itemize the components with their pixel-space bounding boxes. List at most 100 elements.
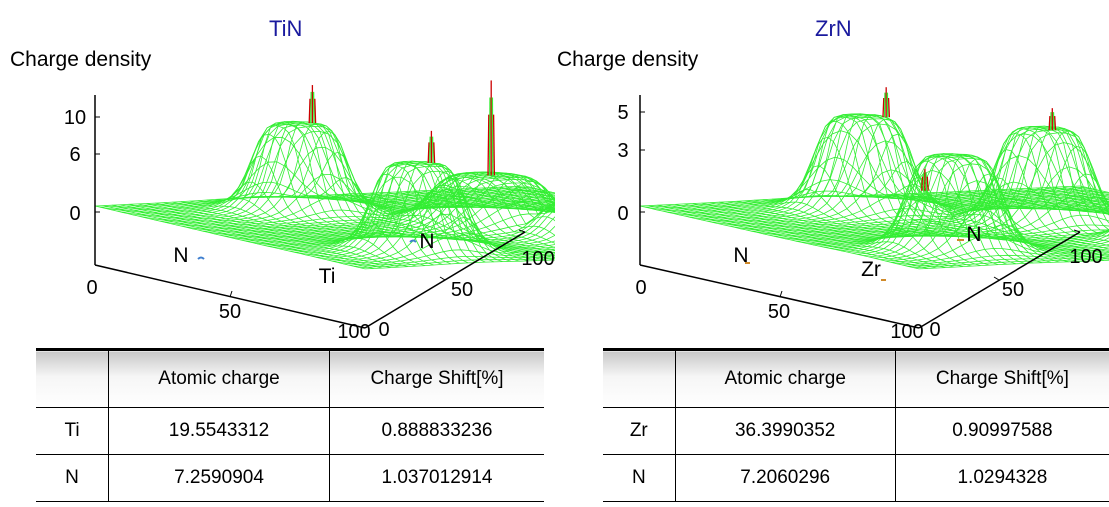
tin-atom-label-ti: Ti [319,265,336,288]
mesh-line [354,255,555,267]
mesh-line [657,204,937,269]
mesh-line [891,234,1109,263]
mesh-line [344,173,555,236]
zrn-title: ZrN [815,16,852,41]
mesh-line [507,186,555,199]
mesh-line [395,175,555,209]
table-header-cell: Charge Shift[%] [894,348,1109,408]
mesh-line [292,177,555,259]
mesh-line [859,184,1109,253]
mesh-line [359,258,555,268]
tin-x-tick-0: 0 [86,277,97,299]
tin-z-label: Charge density [10,48,152,71]
table-row: N 7.2060296 1.0294328 [603,454,1109,502]
table-header-cell: Atomic charge [674,348,896,408]
mesh-line [232,122,503,262]
peak-spike [314,98,317,124]
zrn-surface-plot: 5 3 0 0 50 100 0 50 100 N N Zr [617,87,1109,343]
tin-x-tick-50: 50 [219,301,241,323]
table-header-cell: Atomic charge [108,348,330,408]
mesh-line [710,160,990,266]
mesh-line [727,153,1008,265]
zrn-y-tick-50: 50 [1002,279,1024,301]
tin-x-tick-100: 100 [337,321,370,343]
tin-z-tick-10: 10 [64,107,86,129]
mesh-line [886,132,1109,242]
mesh-line [1035,187,1109,205]
zrn-peak-spikes [882,87,1057,191]
peak-spike [926,176,929,191]
mesh-line [155,202,426,266]
zrn-surface-mesh [639,113,1109,270]
mesh-line [648,205,928,269]
mesh-line [1018,188,1109,210]
mesh-line [215,133,486,263]
table-cell-element: N [603,454,676,502]
mesh-line [335,175,555,244]
mesh-line [947,145,1109,215]
mesh-line [464,188,555,210]
tin-marker-n2 [409,239,417,243]
peak-spike [1048,116,1051,131]
mesh-line [249,120,520,262]
zrn-atom-label-zr: Zr [861,258,881,281]
mesh-line [129,203,400,268]
peak-spike [427,142,430,163]
mesh-line [137,203,409,267]
mesh-line [94,205,366,270]
tin-atom-label-n2: N [419,230,434,253]
tin-peak-spikes [308,80,496,176]
mesh-line [930,126,1109,231]
table-cell-charge-shift: 0.888833236 [329,407,544,455]
mesh-line [284,151,555,261]
mesh-line [1027,188,1109,208]
mesh-line [842,133,1109,258]
zrn-y-tick-0: 0 [929,319,940,341]
zrn-z-tick-0: 0 [617,203,628,225]
mesh-line [754,153,1034,264]
mesh-line [895,128,1109,237]
mesh-line [112,204,383,269]
mesh-line [991,189,1109,215]
zrn-z-label: Charge density [557,48,699,71]
peak-spike [308,98,311,124]
peak-spike [921,176,924,191]
mesh-line [965,190,1109,211]
zrn-panel: 5 3 0 0 50 100 0 50 100 N N Zr ZrN Charg… [555,0,1109,507]
mesh-line [473,188,555,208]
mesh-line [1053,186,1109,201]
zrn-atom-label-n2: N [966,223,981,246]
mesh-line [789,115,1069,263]
mesh-line [907,256,1109,267]
mesh-line [438,189,555,213]
mesh-line [939,130,1109,224]
mesh-line [421,190,555,210]
mesh-line [639,205,920,270]
mesh-line [913,258,1109,268]
mesh-line [481,187,555,206]
mesh-line [206,155,477,263]
tin-panel: 10 6 0 0 50 100 0 50 100 N N Ti TiN Char… [10,16,555,502]
table-header-cell: Charge Shift[%] [329,348,544,408]
tin-y-tick-100: 100 [521,248,554,270]
tin-surface-mesh [94,120,555,270]
mesh-line [146,203,417,267]
tin-charge-table: Atomic charge Charge Shift[%] Ti 19.5543… [36,348,544,502]
mesh-line [956,173,1109,210]
tin-z-tick-6: 6 [69,144,80,166]
peak-spike [1054,116,1057,131]
table-cell-charge-shift: 0.90997588 [894,407,1109,455]
table-cell-atomic-charge: 36.3990352 [674,407,896,455]
tin-axes [94,95,526,329]
table-row: N 7.2590904 1.037012914 [36,454,544,502]
zrn-z-tick-3: 3 [617,140,628,162]
mesh-line [675,204,955,268]
mesh-line [370,171,555,215]
mesh-line [807,113,1087,262]
mesh-line [745,153,1025,264]
zrn-x-tick-100: 100 [890,321,923,343]
mesh-line [430,190,555,211]
mesh-line [903,126,1109,235]
table-cell-element: N [36,454,109,502]
mesh-line [223,124,495,263]
